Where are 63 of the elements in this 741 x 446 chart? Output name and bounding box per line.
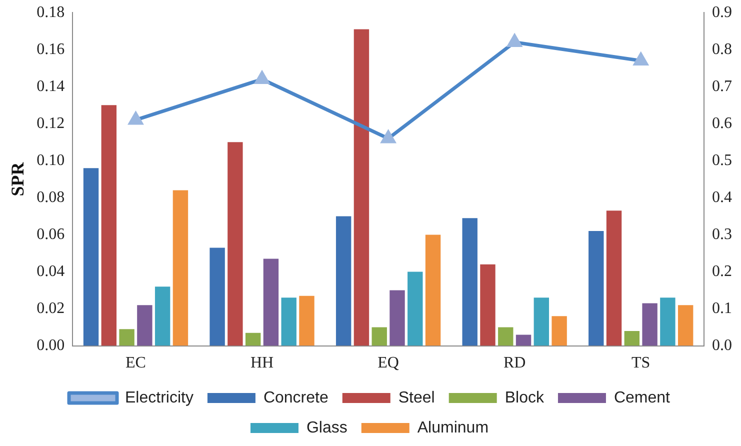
- y-tick-label: 0.02: [36, 300, 65, 317]
- y-tick-label: 0.04: [36, 262, 65, 280]
- bar: [498, 327, 514, 346]
- bar: [588, 231, 604, 346]
- legend-label: Cement: [614, 389, 671, 406]
- bar: [299, 296, 314, 346]
- y2-tick-label: 0.1: [712, 300, 732, 317]
- x-tick-label: TS: [632, 354, 650, 372]
- bar: [606, 210, 622, 346]
- y-tick-label: 0.16: [36, 40, 65, 58]
- y-tick-label: 0.14: [36, 78, 65, 95]
- bar: [210, 248, 225, 346]
- legend-label: Aluminum: [417, 419, 489, 436]
- bar: [172, 190, 188, 346]
- bar: [425, 234, 441, 346]
- bar: [281, 298, 296, 346]
- x-tick-label: RD: [503, 354, 526, 372]
- legend-label: Block: [504, 389, 545, 406]
- bar: [552, 316, 567, 346]
- y-tick-label: 0.12: [36, 114, 65, 132]
- legend-label: Glass: [306, 419, 348, 436]
- bar: [263, 258, 279, 346]
- y-tick-label: 0.10: [36, 152, 65, 169]
- x-tick-label: HH: [250, 354, 274, 372]
- bar: [678, 305, 694, 346]
- y-axis-title: SPR: [7, 161, 28, 196]
- bar: [390, 290, 405, 346]
- bar: [137, 305, 152, 346]
- bar: [534, 298, 550, 346]
- bar: [119, 329, 134, 346]
- y2-tick-label: 0.4: [712, 188, 732, 206]
- bar: [354, 29, 370, 346]
- y-tick-label: 0.18: [36, 4, 65, 21]
- y2-tick-label: 0.3: [712, 226, 732, 243]
- x-tick-label: EQ: [378, 354, 400, 372]
- y2-tick-label: 0.2: [712, 262, 732, 280]
- bar: [83, 168, 99, 346]
- y2-tick-label: 0.9: [712, 4, 732, 21]
- bar: [660, 298, 676, 346]
- y2-tick-label: 0.6: [712, 114, 732, 132]
- y-tick-label: 0.06: [36, 226, 65, 243]
- y2-tick-label: 0.7: [712, 78, 732, 95]
- bar: [245, 332, 261, 346]
- legend-label: Electricity: [125, 389, 194, 406]
- bar: [372, 327, 387, 346]
- legend-label: Concrete: [263, 389, 328, 406]
- bar: [480, 264, 496, 346]
- bar: [228, 142, 243, 346]
- bar: [336, 216, 352, 346]
- bar: [624, 330, 640, 346]
- y2-tick-label: 0.0: [712, 337, 732, 354]
- bar: [516, 334, 532, 346]
- y2-tick-label: 0.5: [712, 152, 732, 169]
- bar: [462, 218, 478, 346]
- bar: [408, 272, 423, 346]
- y2-tick-label: 0.8: [712, 40, 732, 58]
- bar: [642, 303, 658, 346]
- bar: [101, 105, 117, 346]
- y-tick-label: 0.00: [36, 337, 65, 354]
- y-tick-label: 0.08: [36, 188, 65, 206]
- bar: [154, 286, 170, 346]
- legend-label: Steel: [398, 389, 435, 406]
- x-tick-label: EC: [126, 354, 146, 372]
